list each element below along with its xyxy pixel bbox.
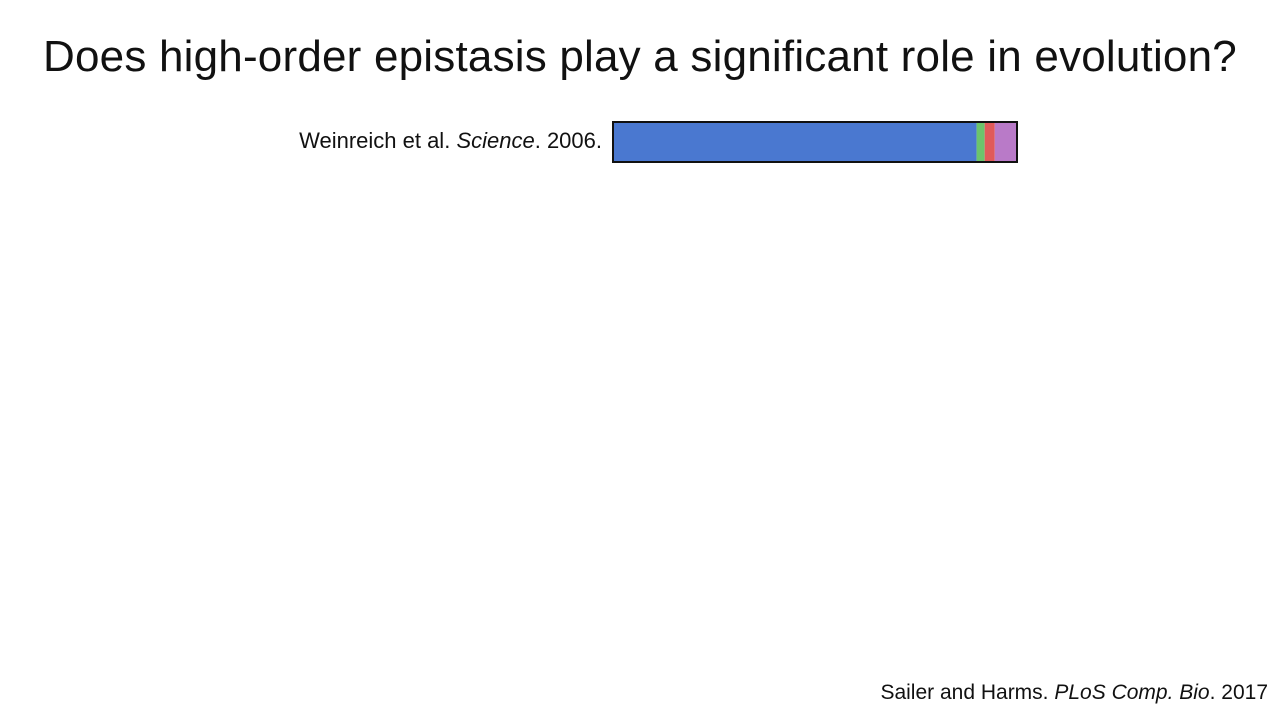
bar-segment-4 (994, 122, 1017, 162)
bar-segment-2 (976, 122, 985, 162)
slide-title: Does high-order epistasis play a signifi… (43, 32, 1237, 81)
row-label-author: Weinreich et al. (299, 128, 457, 153)
row-label-year: . 2006. (534, 128, 602, 153)
citation-journal: PLoS Comp. Bio (1054, 681, 1210, 704)
bar-segment-1 (613, 122, 977, 162)
bar-row-label: Weinreich et al. Science. 2006. (299, 126, 602, 156)
row-label-journal: Science (456, 128, 535, 153)
stacked-bar-chart (612, 121, 1018, 163)
citation-year: . 2017 (1209, 681, 1268, 704)
citation: Sailer and Harms. PLoS Comp. Bio. 2017 (880, 678, 1268, 708)
bar-outline (612, 121, 1018, 163)
citation-authors: Sailer and Harms. (880, 681, 1055, 704)
bar-segment-3 (984, 122, 995, 162)
